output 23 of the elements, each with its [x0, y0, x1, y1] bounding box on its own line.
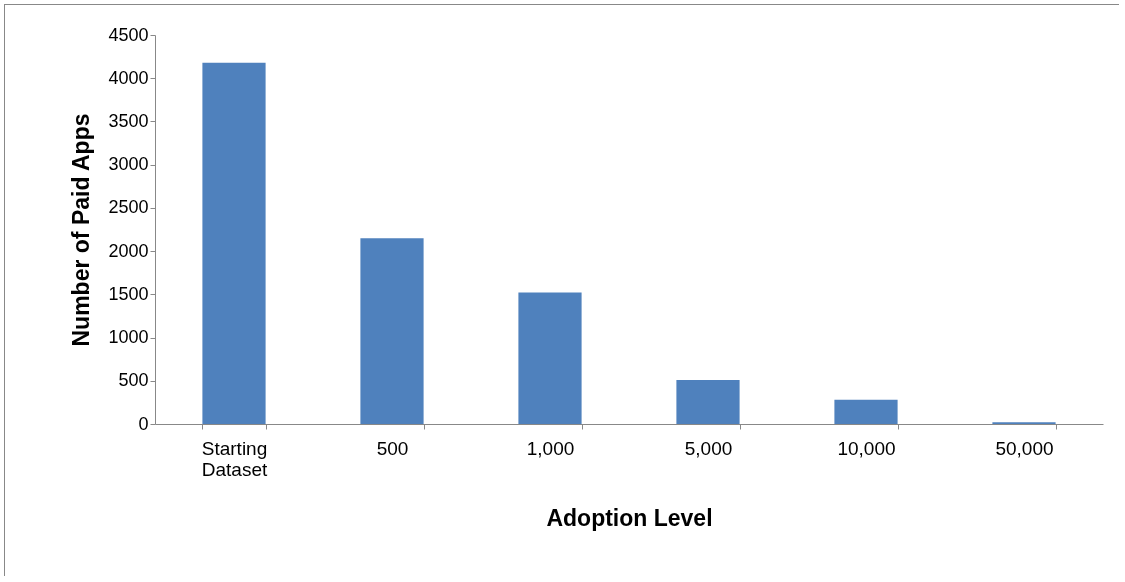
x-tick-label: 1,000	[526, 437, 575, 459]
bar	[518, 292, 582, 424]
y-tick-label: 2500	[108, 197, 149, 218]
x-tick-label: 5,000	[684, 437, 733, 459]
y-axis-title: Number of Paid Apps	[68, 113, 95, 347]
x-axis-title: Adoption Level	[546, 504, 713, 531]
x-tick-label: 50,000	[995, 437, 1054, 459]
y-tick-label: 1500	[108, 283, 149, 304]
y-tick-label: 4500	[108, 24, 149, 45]
bar	[360, 238, 424, 424]
x-tick-label: 500	[376, 437, 409, 459]
x-tick-label: 10,000	[837, 437, 896, 459]
y-tick-label: 1000	[108, 327, 149, 348]
y-tick-label: 0	[138, 413, 149, 434]
y-tick-label: 3000	[108, 154, 149, 175]
y-tick-label: 500	[118, 370, 149, 391]
x-tick-label: Starting Dataset	[201, 437, 268, 480]
y-tick-label: 4000	[108, 67, 149, 88]
bar	[834, 399, 898, 424]
bar	[676, 379, 740, 424]
y-tick-label: 3500	[108, 110, 149, 131]
bar	[202, 62, 266, 424]
y-tick-label: 2000	[108, 240, 149, 261]
